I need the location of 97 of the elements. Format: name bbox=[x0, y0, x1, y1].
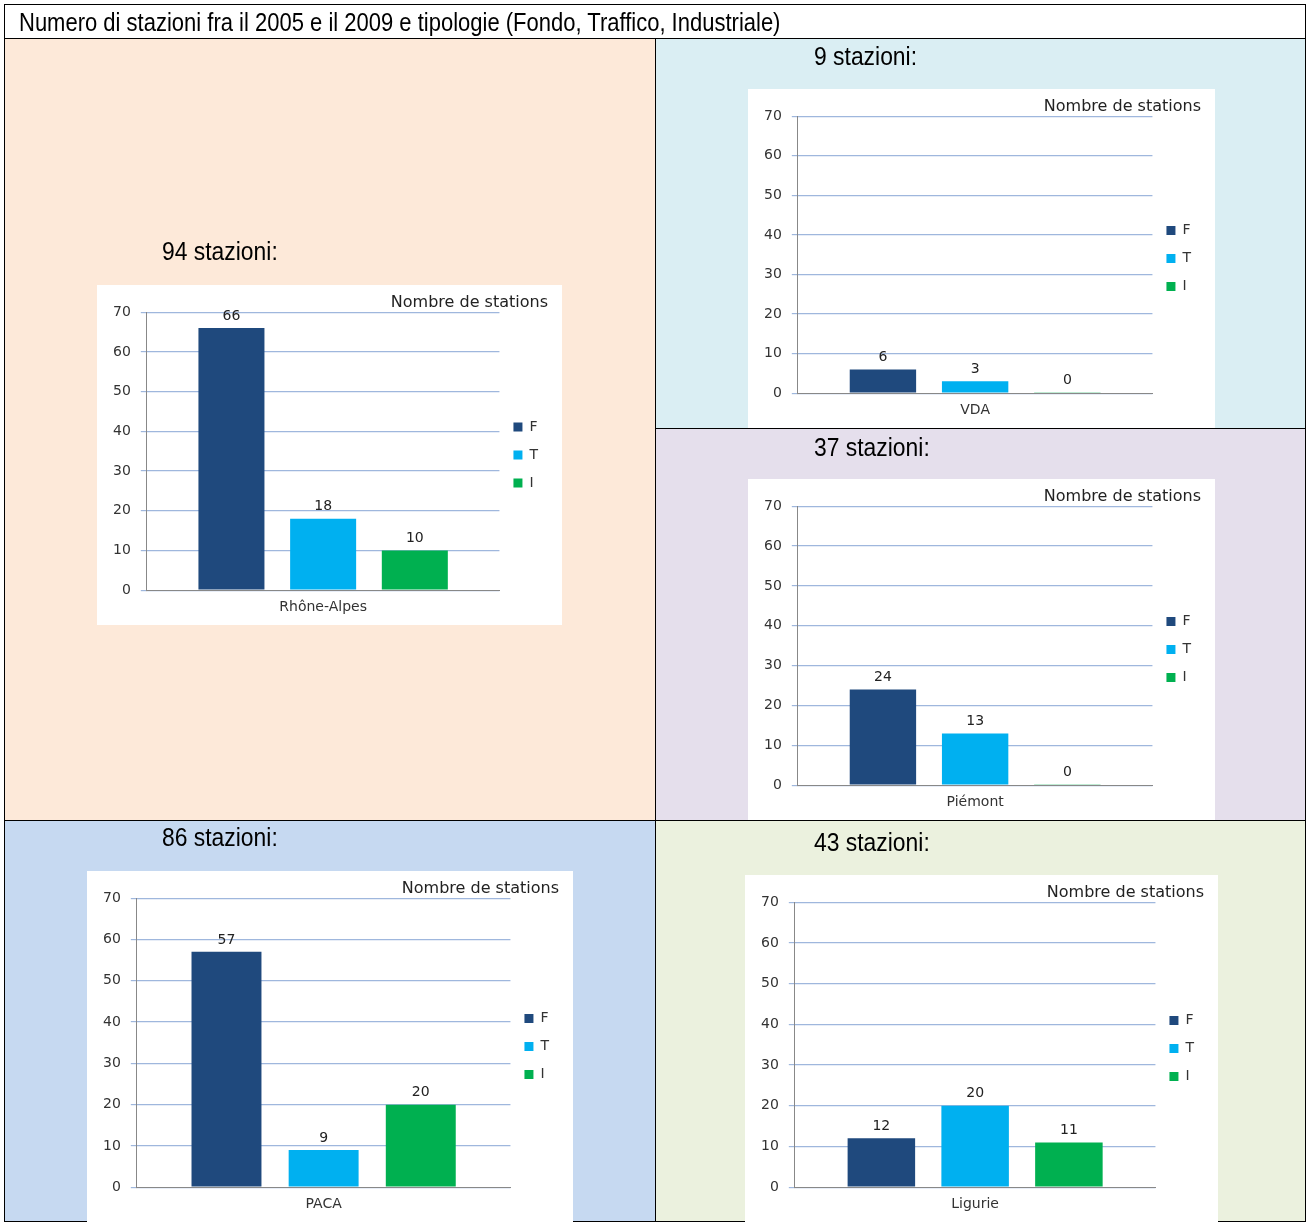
chart-title: 37 stazioni: bbox=[814, 432, 930, 463]
y-tick-label: 40 bbox=[112, 421, 131, 438]
data-label: 10 bbox=[405, 529, 424, 546]
chart-subtitle: Nombre de stations bbox=[1043, 95, 1201, 115]
bar bbox=[198, 328, 265, 590]
y-tick-label: 60 bbox=[763, 146, 782, 163]
y-tick-label: 70 bbox=[763, 496, 782, 513]
legend-label: I bbox=[540, 1065, 545, 1082]
bar bbox=[290, 518, 357, 590]
legend-label: I bbox=[1182, 668, 1187, 685]
y-tick-label: 30 bbox=[102, 1053, 121, 1070]
y-tick-label: 20 bbox=[102, 1095, 121, 1112]
x-tick-label: Rhône-Alpes bbox=[279, 598, 367, 615]
legend-label: I bbox=[1182, 277, 1187, 294]
y-tick-label: 50 bbox=[112, 382, 131, 399]
data-label: 66 bbox=[222, 306, 241, 323]
y-tick-label: 40 bbox=[763, 225, 782, 242]
bar bbox=[847, 1138, 916, 1187]
legend-label: T bbox=[1181, 640, 1192, 657]
legend-label: T bbox=[1184, 1039, 1195, 1056]
data-label: 11 bbox=[1059, 1121, 1078, 1138]
chart-subtitle: Nombre de stations bbox=[401, 877, 559, 897]
chart-subtitle: Nombre de stations bbox=[1043, 485, 1201, 505]
y-tick-label: 30 bbox=[763, 265, 782, 282]
y-tick-label: 50 bbox=[763, 185, 782, 202]
data-label: 57 bbox=[217, 930, 236, 947]
y-tick-label: 50 bbox=[102, 971, 121, 988]
data-label: 18 bbox=[314, 497, 333, 514]
y-tick-label: 70 bbox=[763, 106, 782, 123]
bar bbox=[288, 1150, 359, 1187]
legend-label: I bbox=[529, 473, 534, 490]
y-tick-label: 20 bbox=[112, 501, 131, 518]
chart-title: 43 stazioni: bbox=[814, 827, 930, 858]
y-tick-label: 60 bbox=[102, 930, 121, 947]
chart-title: 9 stazioni: bbox=[814, 41, 918, 72]
bar bbox=[1035, 1142, 1103, 1187]
bar bbox=[191, 951, 262, 1187]
chart-subtitle: Nombre de stations bbox=[1046, 881, 1204, 901]
data-label: 0 bbox=[1062, 370, 1072, 387]
bar bbox=[941, 1105, 1009, 1187]
data-label: 9 bbox=[319, 1128, 329, 1145]
data-label: 12 bbox=[872, 1116, 891, 1133]
legend-label: T bbox=[528, 445, 539, 462]
legend-label: T bbox=[1181, 249, 1192, 266]
text: Numero di stazioni fra il 2005 e il 2009 e tipologie (Fondo, Traffico, Industriale) bbox=[19, 8, 781, 37]
y-tick-label: 70 bbox=[760, 892, 779, 909]
y-tick-label: 20 bbox=[763, 696, 782, 713]
bar bbox=[849, 689, 917, 785]
bar bbox=[385, 1104, 456, 1187]
y-tick-label: 30 bbox=[760, 1055, 779, 1072]
y-tick-label: 0 bbox=[772, 383, 782, 400]
y-tick-label: 0 bbox=[772, 775, 782, 792]
y-tick-label: 60 bbox=[112, 342, 131, 359]
y-tick-label: 40 bbox=[102, 1012, 121, 1029]
y-tick-label: 40 bbox=[763, 616, 782, 633]
data-label: 0 bbox=[1062, 762, 1072, 779]
y-tick-label: 10 bbox=[102, 1136, 121, 1153]
y-tick-label: 0 bbox=[111, 1177, 121, 1194]
x-tick-label: Piémont bbox=[946, 793, 1005, 810]
y-tick-label: 10 bbox=[112, 541, 131, 558]
y-tick-label: 0 bbox=[121, 580, 131, 597]
bar bbox=[381, 550, 448, 590]
data-label: 20 bbox=[411, 1083, 430, 1100]
x-tick-label: VDA bbox=[960, 401, 991, 418]
y-tick-label: 30 bbox=[763, 656, 782, 673]
chart-subtitle: Nombre de stations bbox=[390, 291, 548, 311]
y-tick-label: 70 bbox=[102, 888, 121, 905]
y-tick-label: 20 bbox=[763, 304, 782, 321]
x-tick-label: PACA bbox=[305, 1195, 343, 1212]
y-tick-label: 10 bbox=[760, 1137, 779, 1154]
y-tick-label: 60 bbox=[763, 536, 782, 553]
y-tick-label: 50 bbox=[763, 576, 782, 593]
legend-label: F bbox=[529, 417, 538, 434]
y-tick-label: 60 bbox=[760, 933, 779, 950]
chart-title: 86 stazioni: bbox=[162, 822, 278, 853]
y-tick-label: 70 bbox=[112, 302, 131, 319]
y-tick-label: 50 bbox=[760, 974, 779, 991]
y-tick-label: 10 bbox=[763, 344, 782, 361]
legend-label: F bbox=[1182, 612, 1191, 629]
y-tick-label: 0 bbox=[769, 1177, 779, 1194]
data-label: 13 bbox=[966, 712, 985, 729]
legend-label: F bbox=[1185, 1011, 1194, 1028]
y-tick-label: 30 bbox=[112, 461, 131, 478]
legend-label: F bbox=[1182, 221, 1191, 238]
y-tick-label: 20 bbox=[760, 1096, 779, 1113]
data-label: 24 bbox=[874, 668, 892, 685]
x-tick-label: Ligurie bbox=[951, 1195, 999, 1212]
chart-title: 94 stazioni: bbox=[162, 236, 278, 267]
bar bbox=[941, 733, 1009, 785]
y-tick-label: 40 bbox=[760, 1014, 779, 1031]
data-label: 6 bbox=[878, 348, 888, 365]
legend-label: F bbox=[540, 1009, 549, 1026]
legend-label: T bbox=[539, 1037, 550, 1054]
data-label: 20 bbox=[966, 1084, 985, 1101]
legend-label: I bbox=[1185, 1067, 1190, 1084]
y-tick-label: 10 bbox=[763, 735, 782, 752]
data-label: 3 bbox=[970, 359, 980, 376]
